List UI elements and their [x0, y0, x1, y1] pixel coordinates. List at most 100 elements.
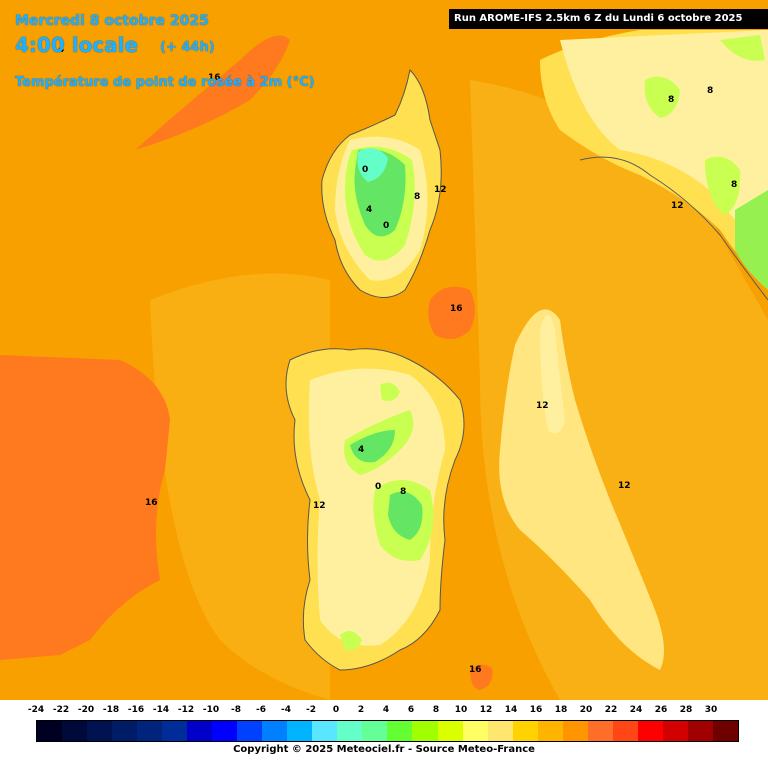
- legend-swatch: [487, 721, 513, 741]
- copyright-text: Copyright © 2025 Meteociel.fr - Source M…: [233, 744, 535, 755]
- legend-swatch: [662, 721, 688, 741]
- legend-tick-label: 2: [357, 705, 365, 715]
- legend-swatch: [262, 721, 288, 741]
- contour-label: 0: [383, 221, 389, 231]
- legend-tick-label: -14: [152, 705, 170, 715]
- pale-plume-east: [499, 309, 664, 670]
- legend-tick-label: -18: [102, 705, 120, 715]
- legend-swatch: [512, 721, 538, 741]
- legend-swatch: [712, 721, 738, 741]
- warm-cell-south: [470, 664, 493, 690]
- contour-label: 8: [707, 86, 713, 96]
- legend-tick-label: 28: [679, 705, 693, 715]
- model-run-info: Run AROME-IFS 2.5km 6 Z du Lundi 6 octob…: [449, 9, 768, 29]
- legend-tick-label: -22: [52, 705, 70, 715]
- legend-swatch: [137, 721, 163, 741]
- legend-swatch: [462, 721, 488, 741]
- forecast-lead-time: (+ 44h): [160, 40, 215, 55]
- contour-label: 12: [536, 401, 549, 411]
- italy-green-4: [720, 35, 765, 61]
- legend-tick-label: 16: [529, 705, 543, 715]
- legend-tick-label: -24: [27, 705, 45, 715]
- italy-green-2: [705, 156, 741, 215]
- legend-swatch: [212, 721, 238, 741]
- legend-ticks: -24 -22 -20 -18 -16 -14 -12 -10 -8 -6 -4 -2 0 2 4 6 8 10 1…: [0, 705, 768, 719]
- legend-swatch: [187, 721, 213, 741]
- parameter-title: Température de point de rosée à 2m (°C): [15, 75, 315, 90]
- contour-label: 16: [469, 665, 482, 675]
- legend-swatch: [612, 721, 638, 741]
- sardinia-green-4: [380, 382, 400, 401]
- contour-label: 12: [618, 481, 631, 491]
- legend-tick-label: -6: [256, 705, 266, 715]
- legend-swatch: [362, 721, 388, 741]
- legend-tick-label: 14: [504, 705, 518, 715]
- legend-swatch: [287, 721, 313, 741]
- warm-cell-16: [428, 286, 475, 339]
- legend-color-bar: [36, 720, 739, 742]
- legend-tick-label: -2: [306, 705, 316, 715]
- legend-tick-label: 26: [654, 705, 668, 715]
- legend-swatch: [162, 721, 188, 741]
- legend-swatch: [587, 721, 613, 741]
- legend-swatch: [412, 721, 438, 741]
- sea-gradient-band: [150, 273, 330, 700]
- warm-area-west: [0, 355, 170, 660]
- warm-area-north: [135, 35, 290, 150]
- sardinia-green-3: [340, 631, 362, 651]
- contour-label: 0: [375, 482, 381, 492]
- contour-label: 12: [671, 201, 684, 211]
- italy-green-1: [644, 76, 680, 118]
- legend-tick-label: 0: [332, 705, 340, 715]
- contour-label: 4: [358, 445, 364, 455]
- legend-swatch: [312, 721, 338, 741]
- legend-swatch: [537, 721, 563, 741]
- legend-tick-label: 4: [382, 705, 390, 715]
- forecast-time: 4:00 locale: [15, 33, 139, 57]
- legend-swatch: [387, 721, 413, 741]
- contour-label: 8: [668, 95, 674, 105]
- legend-tick-label: 12: [479, 705, 493, 715]
- legend-tick-label: 6: [407, 705, 415, 715]
- forecast-date: Mercredi 8 octobre 2025: [15, 13, 209, 29]
- legend-swatch: [237, 721, 263, 741]
- legend-tick-label: 8: [432, 705, 440, 715]
- legend-swatch: [62, 721, 88, 741]
- legend-swatch: [437, 721, 463, 741]
- contour-label: 0: [362, 165, 368, 175]
- contour-label: 8: [414, 192, 420, 202]
- contour-label: 16: [145, 498, 158, 508]
- legend-swatch: [37, 721, 63, 741]
- coastline-italy: [579, 156, 768, 301]
- legend-swatch: [687, 721, 713, 741]
- pale-plume-strip: [540, 315, 565, 434]
- contour-label: 8: [400, 487, 406, 497]
- legend-tick-label: 30: [704, 705, 718, 715]
- legend-swatch: [337, 721, 363, 741]
- legend-tick-label: 24: [629, 705, 643, 715]
- contour-label: 16: [450, 304, 463, 314]
- legend-tick-label: -4: [281, 705, 291, 715]
- legend-tick-label: -16: [127, 705, 145, 715]
- legend-tick-label: -20: [77, 705, 95, 715]
- contour-label: 16: [208, 73, 221, 83]
- sardinia-green-2-deep: [388, 491, 423, 540]
- italy-green-3: [735, 190, 768, 290]
- legend-tick-label: 22: [604, 705, 618, 715]
- contour-label: 12: [434, 185, 447, 195]
- legend-tick-label: -12: [177, 705, 195, 715]
- contour-label: 8: [731, 180, 737, 190]
- legend-tick-label: -10: [202, 705, 220, 715]
- legend-tick-label: 20: [579, 705, 593, 715]
- legend-tick-label: -8: [231, 705, 241, 715]
- sardinia-green-1-deep: [350, 430, 395, 463]
- corsica-cyan: [357, 148, 388, 182]
- legend-swatch: [637, 721, 663, 741]
- legend-swatch: [87, 721, 113, 741]
- legend-swatch: [112, 721, 138, 741]
- legend-swatch: [562, 721, 588, 741]
- contour-label: 4: [366, 205, 372, 215]
- legend-tick-label: 10: [454, 705, 468, 715]
